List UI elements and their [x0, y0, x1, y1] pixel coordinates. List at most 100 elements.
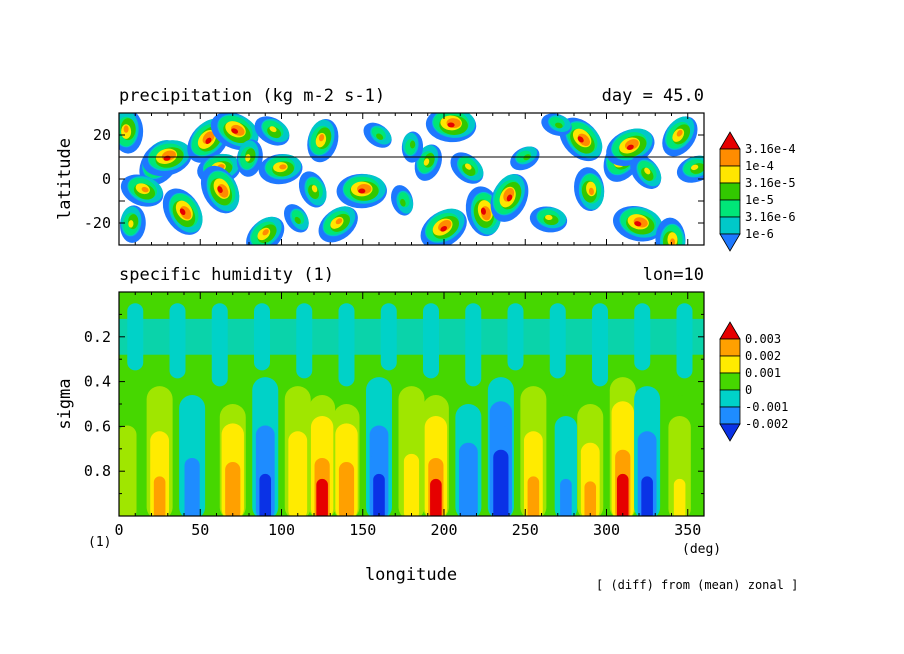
humidity-column — [219, 404, 246, 516]
humidity-contour — [560, 478, 572, 516]
humidity-title: specific humidity (1) — [119, 265, 334, 285]
precip-contour — [376, 133, 384, 140]
humidity-lon-label: lon=10 — [643, 265, 704, 285]
humidity-column — [366, 377, 392, 516]
precip-colorbar-label: 3.16e-6 — [745, 210, 796, 224]
humidity-ylabel: sigma — [55, 378, 75, 429]
humidity-upper-band — [119, 318, 704, 355]
y-unit-label: (1) — [88, 535, 111, 550]
precip-cell — [425, 113, 477, 143]
precip-day-label: day = 45.0 — [602, 86, 704, 106]
humidity-contour — [641, 476, 653, 516]
humidity-column — [333, 404, 360, 516]
precip-cell — [210, 113, 259, 151]
precip-cell — [363, 122, 392, 148]
precip-cell — [529, 206, 568, 233]
humidity-contour — [462, 481, 475, 516]
humidity-column — [309, 395, 336, 516]
precip-panel: precipitation (kg m-2 s-1) day = 45.0 20… — [55, 86, 796, 252]
precip-contour — [641, 167, 654, 181]
humidity-x-tick-label: 300 — [593, 521, 620, 539]
precip-colorbar-label: 3.16e-5 — [745, 176, 796, 190]
footnote: [ (diff) from (mean) zonal ] — [596, 578, 798, 592]
precip-contour — [400, 198, 406, 207]
humidity-column — [119, 377, 141, 516]
humidity-y-tick-label: 0.4 — [84, 373, 111, 391]
precip-colorbar-label: 1e-4 — [745, 159, 774, 173]
humidity-column — [634, 386, 661, 516]
precip-cell — [612, 205, 663, 242]
humidity-column — [455, 404, 482, 516]
humidity-y-tick-label: 0.8 — [84, 462, 111, 480]
precip-cell — [630, 155, 662, 189]
precip-contour — [634, 221, 642, 227]
precip-cell — [559, 117, 603, 162]
humidity-column — [252, 377, 279, 516]
precip-cell — [391, 185, 414, 216]
humidity-contour — [616, 473, 629, 516]
precip-cell — [120, 174, 164, 207]
precip-contour — [555, 122, 563, 129]
precip-ticks: 20 0 -20 — [84, 113, 705, 245]
precip-colorbar-label: 1e-6 — [745, 227, 774, 241]
precip-cell — [254, 116, 290, 146]
precip-contour — [676, 129, 683, 137]
precip-contour — [179, 208, 186, 216]
humidity-x-tick-label: 0 — [114, 521, 123, 539]
humidity-x-tick-label: 50 — [191, 521, 209, 539]
precip-cell — [283, 204, 309, 233]
precip-contour — [577, 136, 584, 143]
xlabel: longitude — [365, 565, 457, 585]
humidity-x-tick-label: 350 — [674, 521, 701, 539]
precip-contour — [262, 229, 269, 236]
humidity-colorbar-segment — [719, 406, 741, 425]
precip-cell — [142, 140, 192, 177]
precip-contour — [506, 194, 513, 202]
precip-contour — [690, 164, 699, 171]
humidity-x-tick-label: 150 — [349, 521, 376, 539]
precip-y-tick-label: 20 — [93, 126, 111, 144]
precip-contour — [128, 220, 134, 228]
humidity-colorbar-segment — [719, 355, 741, 374]
humidity-colorbar-label: 0 — [745, 383, 752, 397]
precip-contour — [423, 158, 430, 166]
precip-colorbar-label: 1e-5 — [745, 193, 774, 207]
precip-cell — [119, 113, 144, 154]
precip-contour — [358, 188, 366, 194]
precip-cell — [298, 171, 327, 208]
humidity-ticks: 0 50 100 150 200 250 300 350 0.2 0.4 0.6 0.8 — [84, 292, 705, 539]
humidity-colorbar-label: 0.001 — [745, 366, 781, 380]
precip-y-tick-label: -20 — [84, 214, 111, 232]
precip-colorbar-arrow-bottom — [719, 233, 741, 252]
humidity-column — [179, 395, 206, 516]
precip-cell — [401, 131, 424, 163]
precip-colorbar-segment — [719, 182, 741, 201]
precip-colorbar-segment — [719, 148, 741, 167]
humidity-contour — [430, 478, 442, 516]
humidity-contour — [259, 473, 272, 516]
humidity-column — [552, 395, 579, 516]
precip-contour — [294, 216, 301, 224]
precip-contour — [202, 131, 215, 144]
precip-contour — [464, 163, 472, 170]
precip-contour — [440, 225, 448, 232]
humidity-contour — [584, 481, 597, 516]
humidity-colorbar-arrow-bottom — [719, 423, 741, 442]
humidity-panel: specific humidity (1) lon=10 0 50 100 150 20… — [55, 265, 798, 592]
humidity-column — [422, 395, 449, 516]
precip-cell — [490, 173, 529, 222]
humidity-contour — [405, 476, 418, 516]
precip-cell — [120, 205, 146, 243]
precip-contour — [318, 134, 325, 142]
precip-contour — [311, 185, 318, 193]
precip-cell — [200, 165, 240, 214]
precip-contour — [480, 207, 486, 215]
precip-cell — [662, 116, 698, 157]
humidity-colorbar-segment — [719, 338, 741, 357]
humidity-colorbar: 0.003 0.002 0.001 0 -0.001 -0.002 — [719, 321, 788, 442]
humidity-y-tick-label: 0.6 — [84, 417, 111, 435]
precip-colorbar-segment — [719, 165, 741, 184]
precip-cell — [655, 217, 686, 245]
humidity-colorbar-label: 0.003 — [745, 332, 781, 346]
